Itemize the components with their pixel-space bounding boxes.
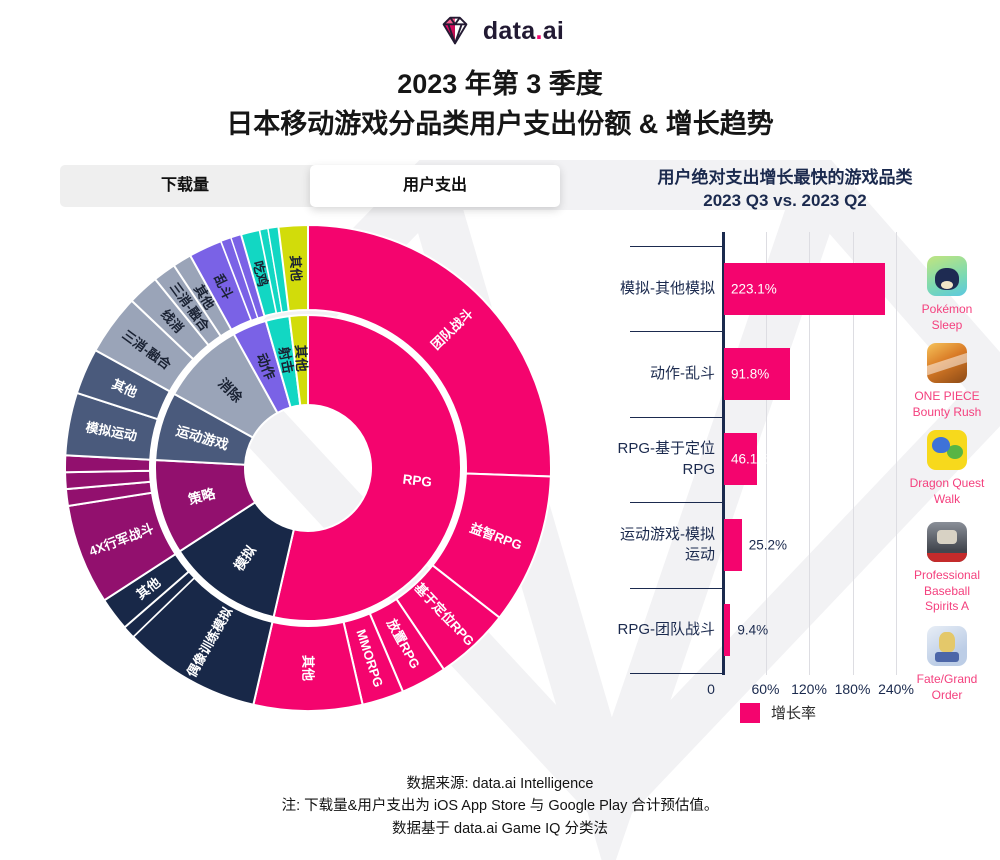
footer-note: 注: 下载量&用户支出为 iOS App Store 与 Google Play… [281,798,719,814]
bar-value-label: 25.2% [748,537,788,553]
page-title-line1: 2023 年第 3 季度 [397,69,603,99]
bar-chart-title-line2: 2023 Q3 vs. 2023 Q2 [703,191,867,210]
bar [723,518,742,571]
bar-row-2: RPG-基于定位 RPG 46.1% [0,417,1000,502]
bar-category-label: 模拟-其他模拟 [620,279,715,297]
brand-wordmark: data.ai [482,16,565,45]
brand-logo: data.ai [0,12,1000,50]
app-professional-baseball-spirits-a: Professional Baseball Spirits A [888,522,1000,615]
bar-row-4: RPG-团队战斗 9.4% [0,588,1000,673]
tab-downloads[interactable]: 下载量 [160,177,209,194]
x-tick-1: 60% [751,681,780,697]
bar-value-label: 9.4% [737,622,769,638]
professional-baseball-spirits-a-app-icon [927,522,967,562]
bar-category-label: 运动游戏-模拟 运动 [620,525,715,563]
bar-row-0: 模拟-其他模拟 223.1% [0,246,1000,331]
bar-value-label: 91.8% [731,366,770,382]
pokemon-sleep-app-icon [927,256,967,296]
app-one-piece-bounty-rush: ONE PIECE Bounty Rush [888,343,1000,420]
one-piece-bounty-rush-app-icon [927,343,967,383]
row-separator [630,673,722,674]
dragon-quest-walk-app-icon [927,430,967,470]
x-tick-0: 0 [707,681,715,697]
app-dragon-quest-walk: Dragon Quest Walk [888,430,1000,507]
bar-category-label: RPG-团队战斗 [617,621,715,639]
bar-category-label: 动作-乱斗 [650,364,715,382]
page-title-line2: 日本移动游戏分品类用户支出份额 & 增长趋势 [226,109,774,139]
footer-source: 数据来源: data.ai Intelligence [406,776,594,792]
legend: 增长率 [740,702,816,723]
bar [723,604,731,657]
app-name: Professional Baseball Spirits A [913,568,981,614]
bar-value-label: 223.1% [731,281,777,297]
bar-row-3: 运动游戏-模拟 运动 25.2% [0,502,1000,587]
bar-value-label: 46.1% [731,451,770,467]
brand-dot: . [535,16,543,45]
legend-label: 增长率 [771,705,817,722]
x-tick-3: 180% [834,681,871,697]
fate-grand-order-app-icon [927,626,967,666]
app-name: Dragon Quest Walk [909,476,985,506]
bar-chart-title-line1: 用户绝对支出增长最快的游戏品类 [657,168,913,187]
footer-taxonomy: 数据基于 data.ai Game IQ 分类法 [392,821,608,837]
app-name: ONE PIECE Bounty Rush [912,389,982,419]
app-pokemon-sleep: Pokémon Sleep [888,256,1000,333]
diamond-logo-icon [442,16,468,45]
bar-row-1: 动作-乱斗 91.8% [0,331,1000,416]
tab-consumer-spend[interactable]: 用户支出 [310,165,560,207]
app-fate-grand-order: Fate/Grand Order [888,626,1000,703]
app-name: Fate/Grand Order [916,672,978,702]
metric-tabs: 下载量 用户支出 [60,165,560,207]
app-name: Pokémon Sleep [921,302,973,332]
bar-category-label: RPG-基于定位 RPG [617,440,715,478]
legend-swatch-growth [740,702,760,723]
x-tick-2: 120% [791,681,827,697]
